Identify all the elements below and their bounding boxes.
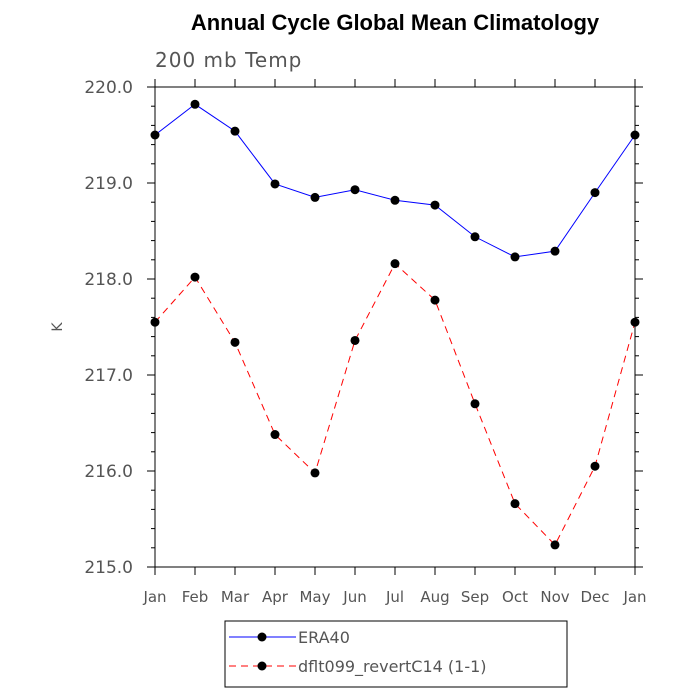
data-point xyxy=(150,130,160,140)
series-1 xyxy=(150,99,640,262)
data-point xyxy=(270,430,280,440)
x-tick-label: Oct xyxy=(502,588,528,606)
data-point xyxy=(470,399,480,409)
data-point xyxy=(550,540,560,550)
data-point xyxy=(430,200,440,210)
data-point xyxy=(430,295,440,305)
x-tick-label: Sep xyxy=(461,588,489,606)
series-line xyxy=(154,103,636,258)
data-point xyxy=(190,99,200,109)
data-point xyxy=(230,126,240,136)
y-axis-label: K xyxy=(50,322,66,332)
chart-title: Annual Cycle Global Mean Climatology xyxy=(191,10,600,35)
data-point xyxy=(230,337,240,347)
y-tick-label: 219.0 xyxy=(84,174,133,194)
chart-subtitle: 200 mb Temp xyxy=(155,48,302,72)
x-tick-label: Jan xyxy=(622,588,646,606)
series-layer xyxy=(150,99,640,550)
y-tick-label: 215.0 xyxy=(84,558,133,578)
legend-marker xyxy=(257,632,267,642)
data-point xyxy=(630,130,640,140)
data-point xyxy=(310,192,320,202)
legend-box xyxy=(224,620,568,688)
data-point xyxy=(510,499,520,509)
data-point xyxy=(310,468,320,478)
y-tick-labels: 215.0 216.0 217.0 218.0 219.0 220.0 xyxy=(84,78,133,578)
y-tick-label: 218.0 xyxy=(84,270,133,290)
x-tick-label: Feb xyxy=(182,588,209,606)
data-point xyxy=(590,188,600,198)
data-point xyxy=(510,252,520,262)
axis-ticks xyxy=(147,79,643,575)
x-tick-label: Aug xyxy=(420,588,449,606)
data-point xyxy=(630,317,640,327)
legend-entry: ERA40 xyxy=(298,628,350,647)
data-point xyxy=(550,246,560,256)
data-point xyxy=(390,259,400,269)
data-point xyxy=(150,317,160,327)
x-tick-label: Apr xyxy=(262,588,289,606)
x-tick-label: Mar xyxy=(221,588,250,606)
x-tick-label: Jul xyxy=(385,588,404,606)
y-tick-label: 216.0 xyxy=(84,462,133,482)
y-tick-label: 220.0 xyxy=(84,78,133,98)
data-point xyxy=(590,461,600,471)
plot-border xyxy=(154,86,636,568)
legend: ERA40 dflt099_revertC14 (1-1) xyxy=(224,620,568,688)
data-point xyxy=(350,335,360,345)
x-tick-label: Nov xyxy=(540,588,569,606)
data-point xyxy=(190,272,200,282)
x-tick-label: Jan xyxy=(142,588,166,606)
data-point xyxy=(390,195,400,205)
x-tick-label: Dec xyxy=(580,588,609,606)
x-tick-labels: Jan Feb Mar Apr May Jun Jul Aug Sep Oct Nov Dec Jan xyxy=(142,588,646,606)
data-point xyxy=(270,179,280,189)
legend-marker xyxy=(257,661,267,671)
x-tick-label: May xyxy=(299,588,330,606)
plot-frame xyxy=(154,86,636,568)
x-tick-label: Jun xyxy=(342,588,366,606)
data-point xyxy=(470,232,480,242)
series-line xyxy=(154,262,636,546)
series-2 xyxy=(150,259,640,550)
legend-entry: dflt099_revertC14 (1-1) xyxy=(298,657,487,677)
data-point xyxy=(350,185,360,195)
y-tick-label: 217.0 xyxy=(84,366,133,386)
